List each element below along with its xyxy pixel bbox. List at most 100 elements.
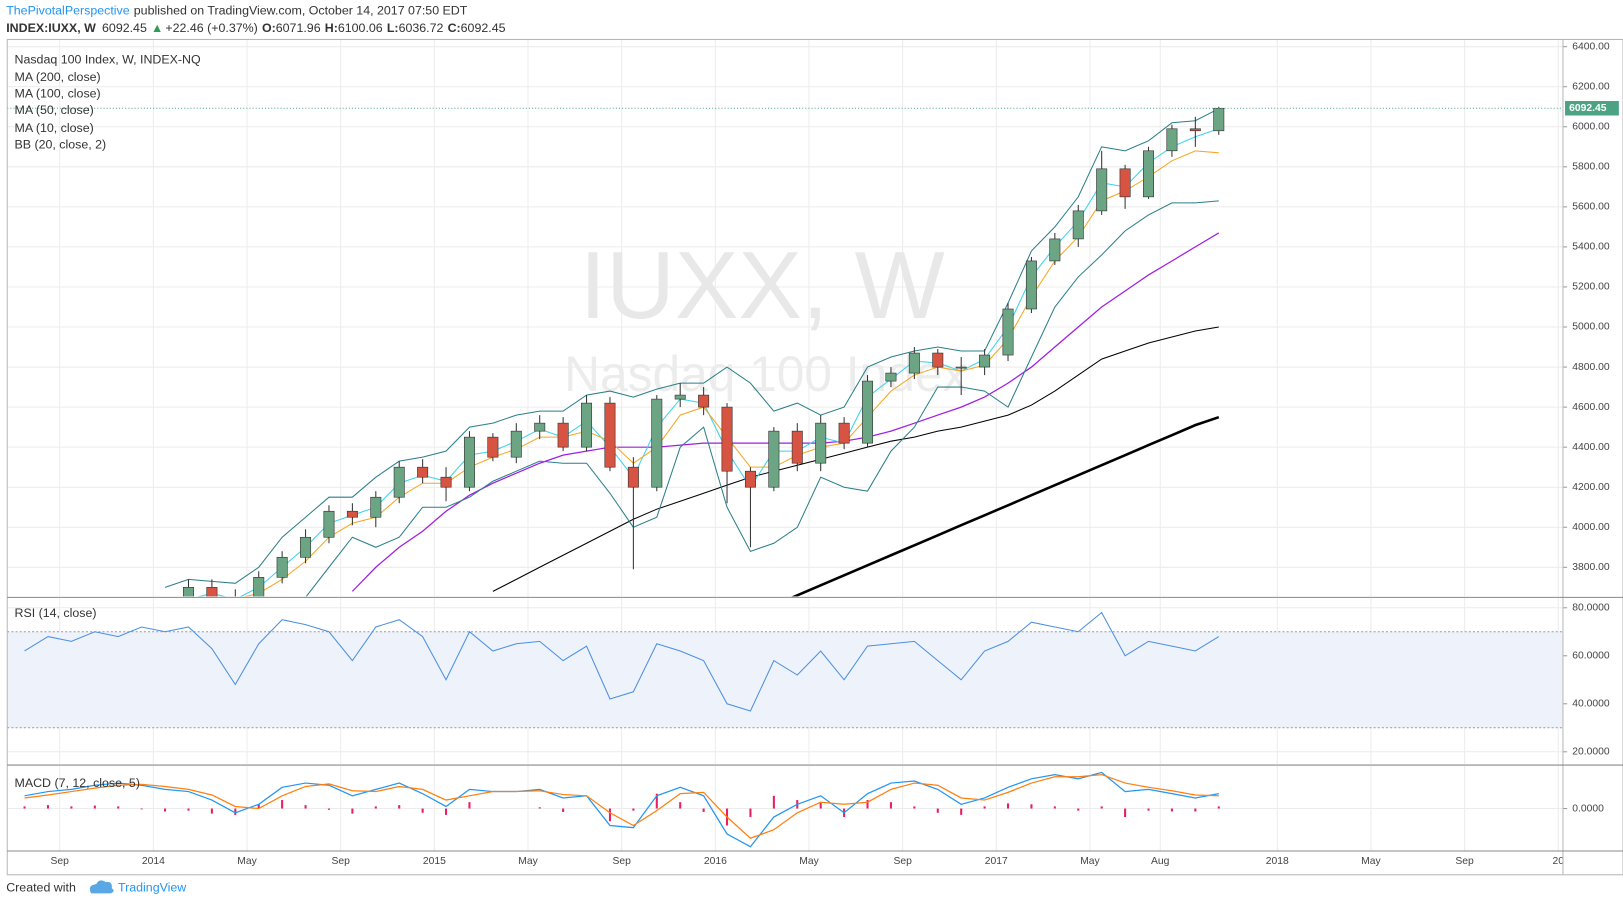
x-tick-label: May <box>518 856 538 867</box>
legend-entry: MA (100, close) <box>14 87 100 101</box>
histogram-bar <box>140 808 143 810</box>
candle-body <box>721 406 733 472</box>
candle-body <box>276 556 288 578</box>
histogram-bar <box>327 808 331 810</box>
ohlc-label: H: <box>325 21 338 35</box>
ohlc-value: 6036.72 <box>399 21 444 35</box>
histogram-bar <box>93 805 96 809</box>
y-tick-label: 60.0000 <box>1572 651 1610 662</box>
x-tick-label: May <box>1080 856 1100 867</box>
ma-line <box>351 232 1220 592</box>
histogram-bar <box>866 800 869 809</box>
bb-lower <box>305 200 1219 597</box>
y-tick-label: 0.0000 <box>1572 803 1604 814</box>
y-tick-label: 5000.00 <box>1572 322 1610 333</box>
candle-body <box>1096 168 1108 212</box>
header-line: ThePivotalPerspective published on Tradin… <box>6 4 468 18</box>
bb-basis <box>244 150 1219 597</box>
candle-body <box>510 430 522 458</box>
macd-title: MACD (7, 12, close, 5) <box>14 776 139 790</box>
x-tick-label: May <box>237 856 257 867</box>
bb-upper <box>164 108 1220 588</box>
histogram-bar <box>46 805 50 809</box>
candle-body <box>627 466 639 488</box>
ohlc-value: 6092.45 <box>461 21 506 35</box>
rsi-band <box>7 631 1563 728</box>
candle-body <box>651 398 663 488</box>
author[interactable]: ThePivotalPerspective <box>6 4 130 18</box>
histogram-bar <box>468 802 471 809</box>
legend-entry: MA (50, close) <box>14 103 93 117</box>
histogram-bar <box>889 802 892 809</box>
histogram-bar <box>117 806 120 809</box>
candle-body <box>604 402 616 468</box>
y-tick-label: 80.0000 <box>1572 603 1610 614</box>
candle-body <box>487 436 499 458</box>
histogram-bar <box>421 808 424 813</box>
x-tick-label: 2015 <box>423 856 446 867</box>
histogram-bar <box>960 808 963 815</box>
candle-body <box>744 470 756 488</box>
candle-body <box>674 394 686 400</box>
histogram-bar <box>234 808 237 815</box>
histogram-bar <box>655 793 658 809</box>
x-tick-label: 2018 <box>1266 856 1289 867</box>
legend-entry: BB (20, close, 2) <box>14 137 106 151</box>
footer-text: Created with <box>6 881 76 895</box>
histogram-bar <box>187 808 190 811</box>
legend-entry: MA (200, close) <box>14 70 100 84</box>
candle-body <box>1189 128 1201 132</box>
histogram-bar <box>398 805 401 809</box>
y-tick-label: 4200.00 <box>1572 482 1610 493</box>
x-tick-label: 20 <box>1553 856 1565 867</box>
y-tick-label: 5200.00 <box>1572 282 1610 293</box>
histogram-bar <box>1124 808 1127 818</box>
histogram-bar <box>374 806 377 809</box>
candle-body <box>182 587 194 597</box>
candle-body <box>1166 128 1178 152</box>
histogram-bar <box>351 808 354 814</box>
candle-body <box>370 496 382 518</box>
y-tick-label: 4800.00 <box>1572 362 1610 373</box>
candle-body <box>440 476 452 488</box>
histogram-bar <box>304 805 307 809</box>
histogram-bar <box>679 802 682 809</box>
x-tick-label: 2016 <box>704 856 727 867</box>
histogram-bar <box>983 806 986 809</box>
candle-body <box>1119 168 1131 198</box>
y-tick-label: 3800.00 <box>1572 562 1610 573</box>
logo[interactable] <box>89 880 114 894</box>
candle-body <box>932 352 944 368</box>
footer-brand[interactable]: TradingView <box>118 881 186 895</box>
y-tick-label: 4400.00 <box>1572 442 1610 453</box>
x-tick-label: Sep <box>612 856 631 867</box>
ma-line <box>492 326 1219 592</box>
ohlc-label: O: <box>262 21 276 35</box>
histogram-bar <box>702 808 705 812</box>
histogram-bar <box>1077 808 1080 811</box>
histogram-bar <box>749 808 752 818</box>
arrow: ▲ <box>151 21 163 35</box>
x-tick-label: Sep <box>50 856 69 867</box>
candle-body <box>393 466 405 498</box>
y-tick-label: 4600.00 <box>1572 402 1610 413</box>
y-tick-label: 6200.00 <box>1572 81 1610 92</box>
candle-body <box>862 380 874 444</box>
macd-line <box>24 771 1219 848</box>
y-tick-label: 20.0000 <box>1572 747 1610 758</box>
histogram-bar <box>281 800 284 809</box>
ohlc-value: 6071.96 <box>276 21 321 35</box>
candle-body <box>1002 308 1014 356</box>
published: published on TradingView.com, October 14… <box>134 4 468 18</box>
grid <box>7 39 1563 851</box>
histogram-bar <box>772 795 775 809</box>
x-tick-label: 2014 <box>142 856 165 867</box>
histogram-bar <box>1053 806 1056 809</box>
histogram-bar <box>164 808 167 812</box>
rsi-line <box>24 611 1220 712</box>
symbol: INDEX:IUXX, W <box>6 21 96 35</box>
change: +22.46 (+0.37%) <box>165 21 257 35</box>
candle-body <box>1049 238 1061 262</box>
y-tick-label: 4000.00 <box>1572 522 1610 533</box>
